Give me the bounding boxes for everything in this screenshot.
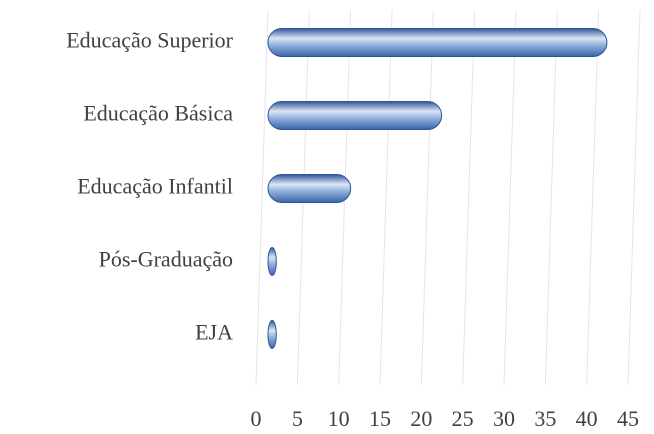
grid-line [255, 9, 269, 386]
bar [267, 320, 277, 349]
grid-line [420, 9, 434, 386]
y-tick-label: Educação Básica [83, 101, 233, 126]
x-tick-label: 10 [328, 406, 350, 431]
x-tick-label: 0 [251, 406, 262, 431]
bar [267, 28, 608, 57]
grid-line [379, 9, 393, 386]
bar [267, 174, 352, 203]
x-tick-label: 30 [493, 406, 515, 431]
grid-line [544, 9, 558, 386]
grid-line [503, 9, 517, 386]
x-tick-label: 45 [617, 406, 639, 431]
grid-line [586, 9, 600, 386]
x-tick-label: 35 [534, 406, 556, 431]
x-tick-label: 15 [369, 406, 391, 431]
bar [267, 101, 443, 130]
x-tick-label: 25 [452, 406, 474, 431]
bar [267, 247, 277, 276]
y-tick-label: Pós-Graduação [99, 247, 233, 272]
x-tick-label: 5 [292, 406, 303, 431]
grid-line [462, 9, 476, 386]
y-tick-label: EJA [195, 320, 233, 345]
x-tick-label: 40 [576, 406, 598, 431]
x-tick-label: 20 [410, 406, 432, 431]
grid-line [627, 9, 641, 386]
y-tick-label: Educação Superior [66, 28, 233, 53]
y-tick-label: Educação Infantil [77, 174, 233, 199]
